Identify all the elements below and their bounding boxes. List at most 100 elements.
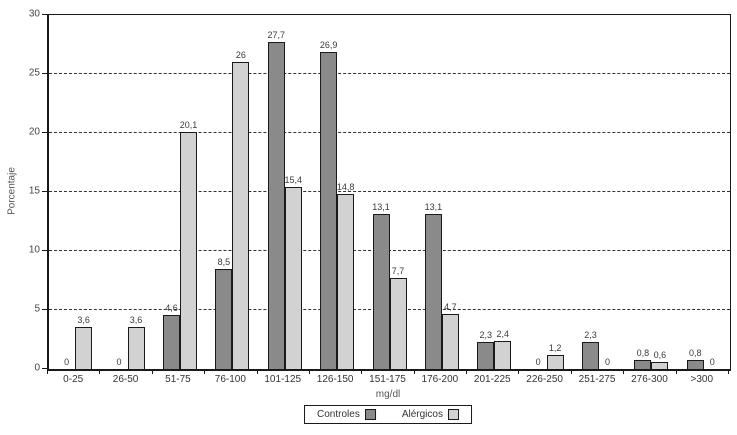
- bar-value-label: 26,9: [319, 39, 338, 50]
- x-tick-mark: [728, 370, 729, 374]
- bar-value-label: 2,4: [496, 328, 510, 339]
- x-axis-title: mg/dl: [375, 389, 401, 400]
- bar-alergicos: [179, 131, 197, 369]
- x-tick-mark: [570, 370, 572, 374]
- x-category-label: 176-200: [421, 374, 459, 385]
- bar-value-label: 0: [709, 357, 715, 367]
- bar-controles: [424, 214, 442, 369]
- bar-value-label: 27,7: [267, 30, 285, 41]
- x-tick-mark: [308, 370, 310, 374]
- bar-alergicos: [389, 278, 407, 369]
- legend-swatch-icon: [364, 409, 376, 420]
- y-tick-mark: [42, 73, 47, 74]
- x-tick-mark: [518, 370, 520, 374]
- bar-alergicos: [75, 326, 93, 369]
- bar-alergicos: [651, 361, 669, 369]
- x-category-label: 51-75: [165, 374, 191, 385]
- y-tick-label: 20: [28, 126, 40, 138]
- bar-value-label: 0: [535, 357, 541, 367]
- x-tick-mark: [256, 370, 258, 374]
- bar-value-label: 20,1: [179, 119, 198, 130]
- x-tick-mark: [466, 370, 468, 374]
- y-tick-mark: [42, 14, 47, 15]
- y-tick-label: 15: [28, 185, 40, 197]
- x-tick-mark: [47, 370, 48, 374]
- x-category-label: 126-150: [316, 374, 354, 385]
- x-category-label: 76-100: [214, 374, 246, 385]
- x-category-label: 101-125: [264, 374, 302, 385]
- legend-item-alergicos: Alérgicos: [402, 409, 459, 420]
- bar-alergicos: [127, 326, 145, 369]
- bar-alergicos: [494, 340, 512, 369]
- bar-value-label: 3,6: [77, 314, 90, 325]
- x-category-label: >300: [690, 374, 714, 385]
- bar-value-label: 0: [64, 357, 70, 367]
- x-tick-mark: [99, 370, 101, 374]
- bar-controles: [215, 268, 233, 369]
- bar-alergicos: [337, 194, 355, 369]
- bar-value-label: 0,6: [653, 349, 667, 360]
- bar-alergicos: [232, 62, 250, 369]
- y-tick-mark: [42, 132, 47, 133]
- bar-alergicos: [546, 354, 564, 369]
- x-tick-mark: [623, 370, 625, 374]
- bar-controles: [162, 314, 180, 369]
- x-category-label: 0-25: [63, 374, 84, 385]
- x-category-label: 151-175: [369, 374, 406, 385]
- x-category-label: 201-225: [473, 374, 511, 385]
- x-category-label: 226-250: [526, 374, 563, 385]
- bar-value-label: 14,8: [336, 182, 355, 193]
- bar-value-label: 13,1: [424, 202, 443, 213]
- bar-value-label: 0,8: [636, 347, 650, 358]
- y-tick-mark: [42, 250, 47, 251]
- bar-value-label: 1,2: [548, 342, 562, 353]
- legend-swatch-icon: [447, 409, 459, 420]
- bar-alergicos: [441, 313, 459, 369]
- bar-value-label: 26: [235, 50, 246, 61]
- x-category-label: 276-300: [631, 374, 668, 385]
- legend-item-controles: Controles: [317, 409, 376, 420]
- y-tick-mark: [42, 191, 47, 192]
- bar-value-label: 0: [605, 357, 611, 367]
- x-tick-mark: [151, 370, 153, 374]
- bar-controles: [634, 359, 652, 369]
- plot-area: 0 3,6 0 3,6 4,6 20,1 8,5 26 27,7 15,4 26,9 14,8 13,1…: [47, 14, 731, 371]
- bar-value-label: 8,5: [217, 256, 231, 267]
- bar-value-label: 3,6: [129, 314, 143, 325]
- y-tick-label: 0: [34, 362, 40, 374]
- bar-value-label: 2,3: [479, 329, 493, 340]
- x-tick-mark: [204, 370, 206, 374]
- legend: Controles Alérgicos: [304, 405, 472, 424]
- x-tick-mark: [413, 370, 415, 374]
- y-tick-mark: [42, 368, 47, 369]
- bar-value-label: 15,4: [284, 175, 302, 186]
- y-tick-label: 25: [28, 67, 40, 79]
- y-tick-label: 10: [28, 244, 40, 256]
- bar-controles: [477, 341, 495, 369]
- gridline: [49, 250, 730, 251]
- bar-alergicos: [284, 187, 302, 369]
- bar-value-label: 0: [116, 357, 122, 367]
- bar-controles: [582, 341, 600, 369]
- bar-value-label: 2,3: [584, 329, 597, 340]
- gridline: [49, 132, 730, 133]
- bar-value-label: 13,1: [372, 202, 390, 213]
- legend-label: Controles: [317, 409, 360, 420]
- gridline: [49, 191, 730, 192]
- x-tick-mark: [361, 370, 363, 374]
- x-tick-mark: [675, 370, 677, 374]
- bar-value-label: 4,7: [444, 301, 457, 312]
- bar-value-label: 4,6: [165, 302, 178, 313]
- bar-value-label: 7,7: [391, 266, 405, 277]
- x-category-label: 251-275: [578, 374, 616, 385]
- bar-controles: [686, 359, 704, 369]
- y-tick-mark: [42, 309, 47, 310]
- y-tick-label: 30: [28, 8, 40, 20]
- y-tick-label: 5: [34, 303, 40, 315]
- bar-controles: [267, 42, 285, 369]
- x-category-label: 26-50: [112, 374, 139, 385]
- bar-value-label: 0,8: [689, 347, 702, 358]
- legend-label: Alérgicos: [401, 409, 443, 420]
- bar-controles: [372, 214, 390, 369]
